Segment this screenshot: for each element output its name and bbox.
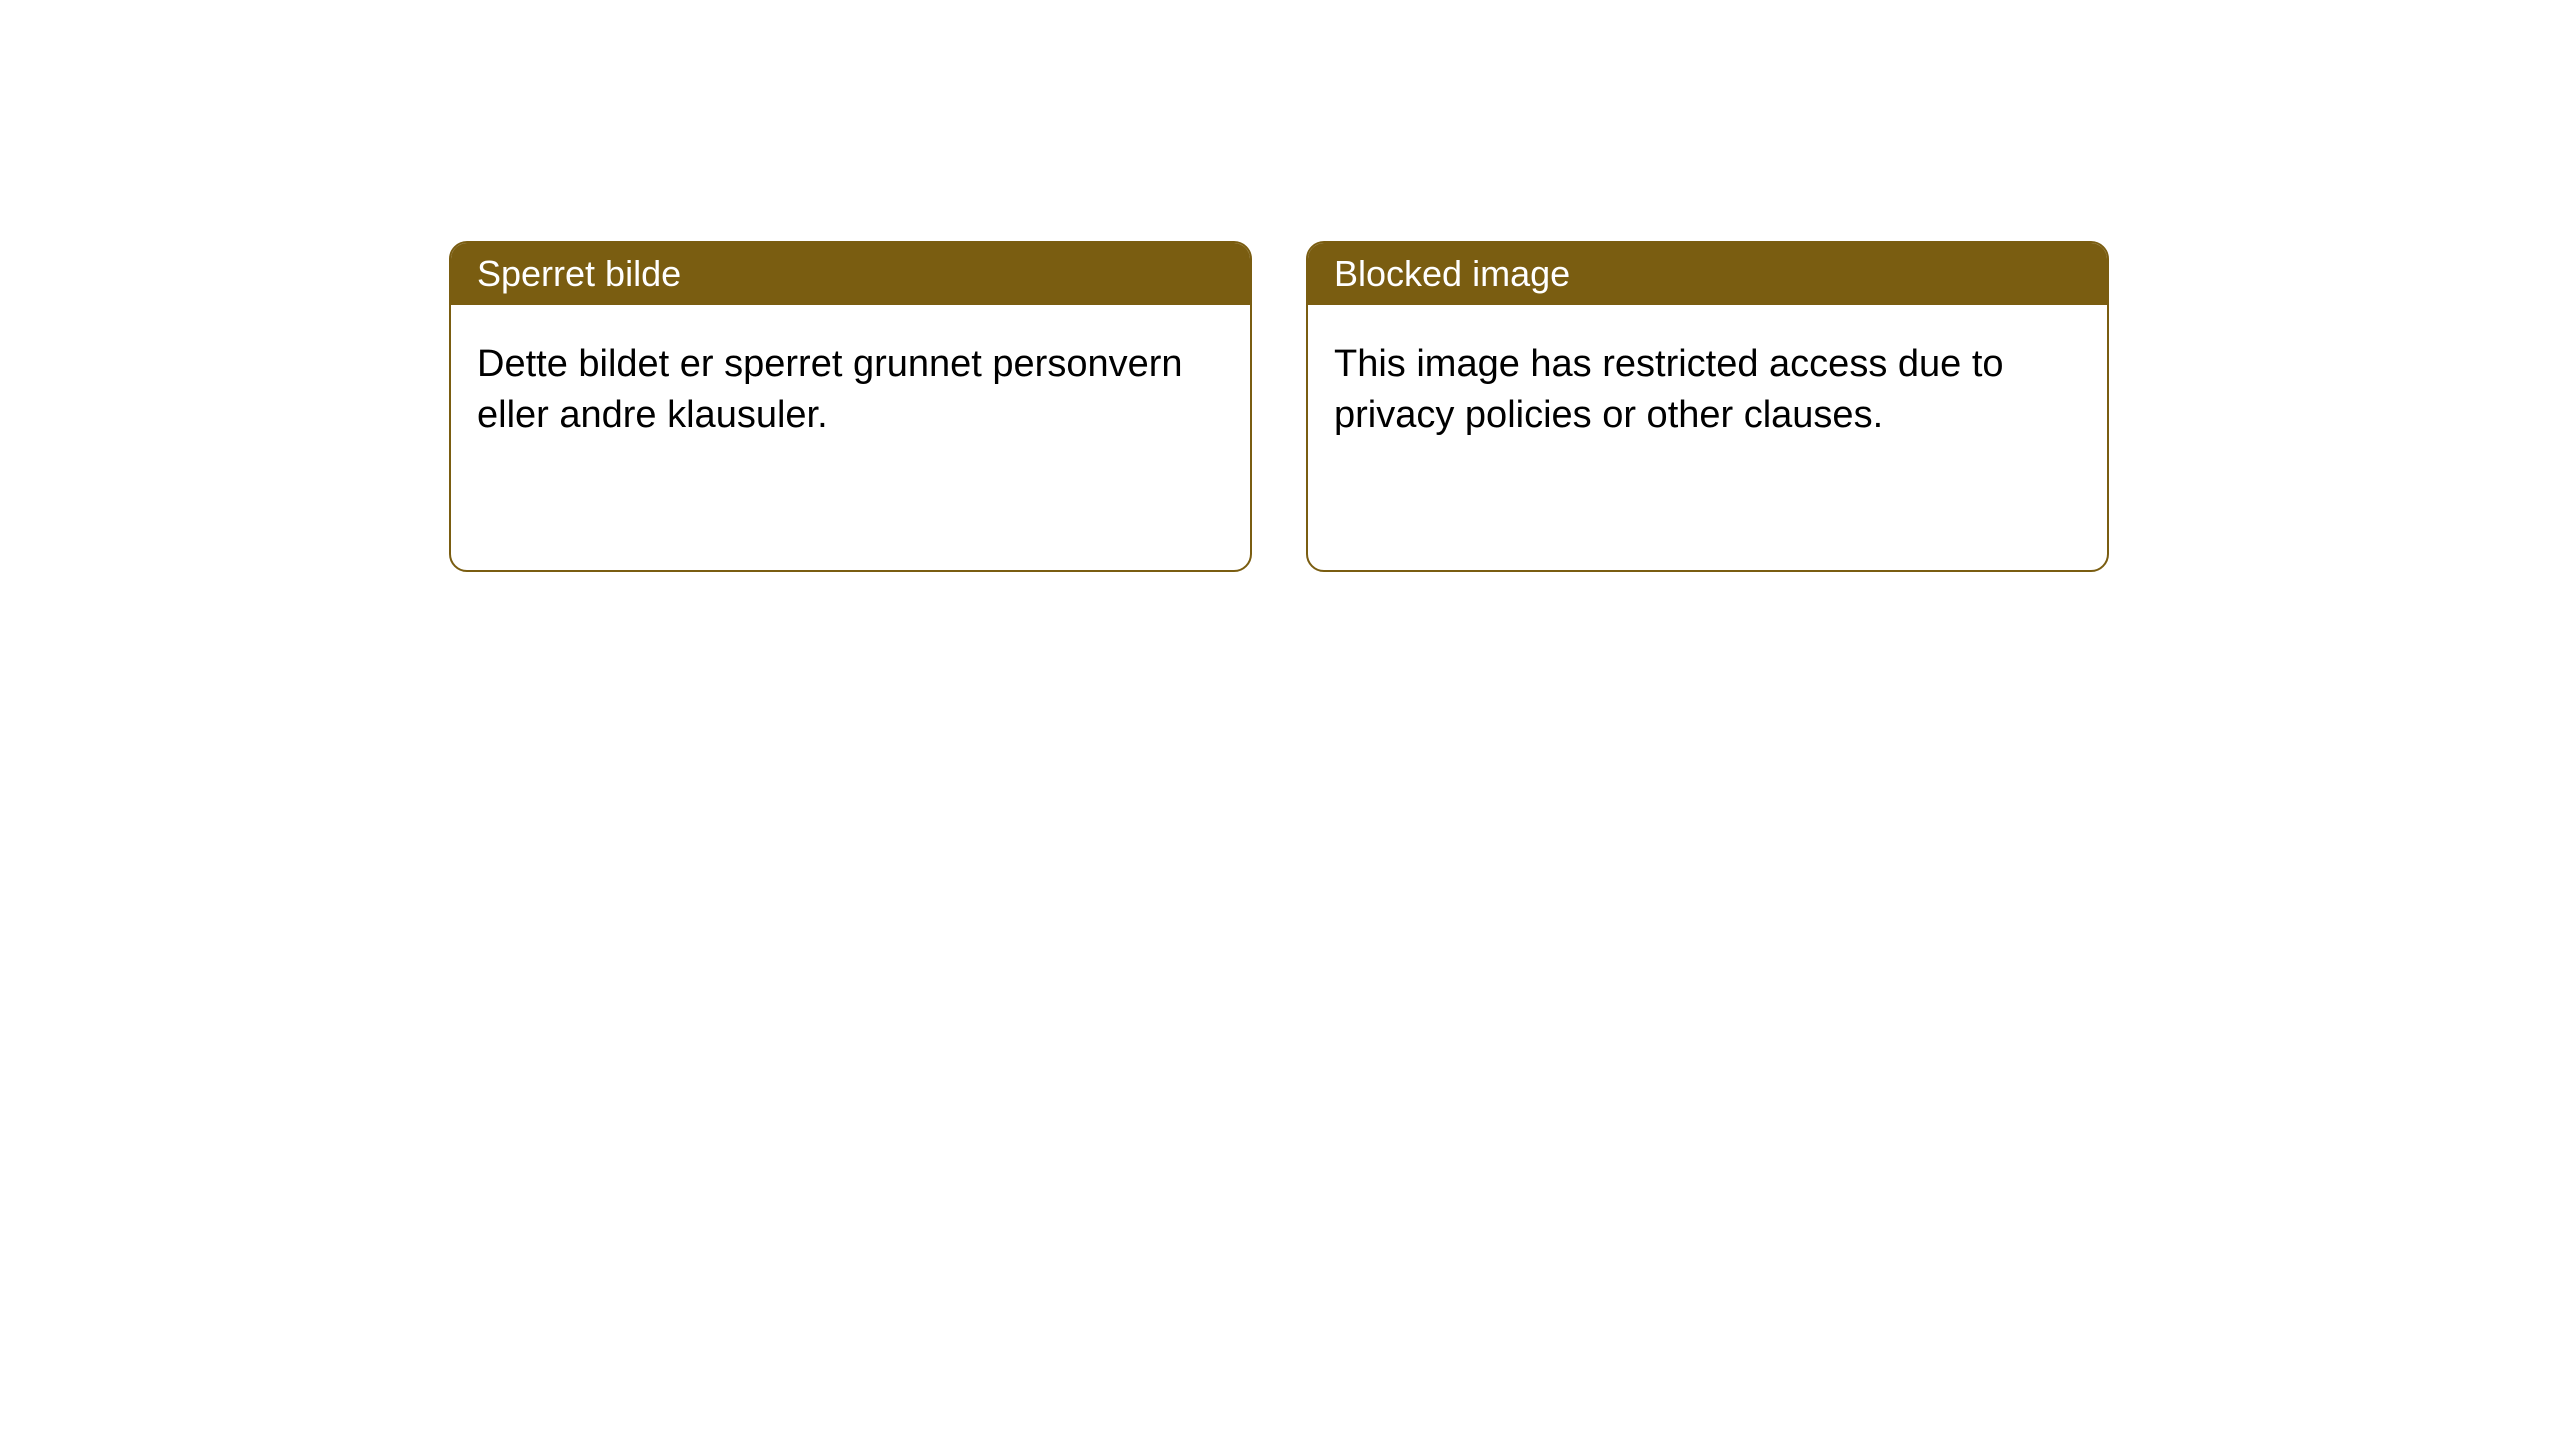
- notice-header: Sperret bilde: [451, 243, 1250, 305]
- notice-body: Dette bildet er sperret grunnet personve…: [451, 305, 1250, 476]
- notice-header: Blocked image: [1308, 243, 2107, 305]
- notice-body-text: This image has restricted access due to …: [1334, 343, 2004, 436]
- notice-card-norwegian: Sperret bilde Dette bildet er sperret gr…: [449, 241, 1252, 572]
- notice-body-text: Dette bildet er sperret grunnet personve…: [477, 343, 1183, 436]
- notices-container: Sperret bilde Dette bildet er sperret gr…: [0, 0, 2560, 572]
- notice-body: This image has restricted access due to …: [1308, 305, 2107, 476]
- notice-card-english: Blocked image This image has restricted …: [1306, 241, 2109, 572]
- notice-title: Sperret bilde: [477, 253, 681, 294]
- notice-title: Blocked image: [1334, 253, 1570, 294]
